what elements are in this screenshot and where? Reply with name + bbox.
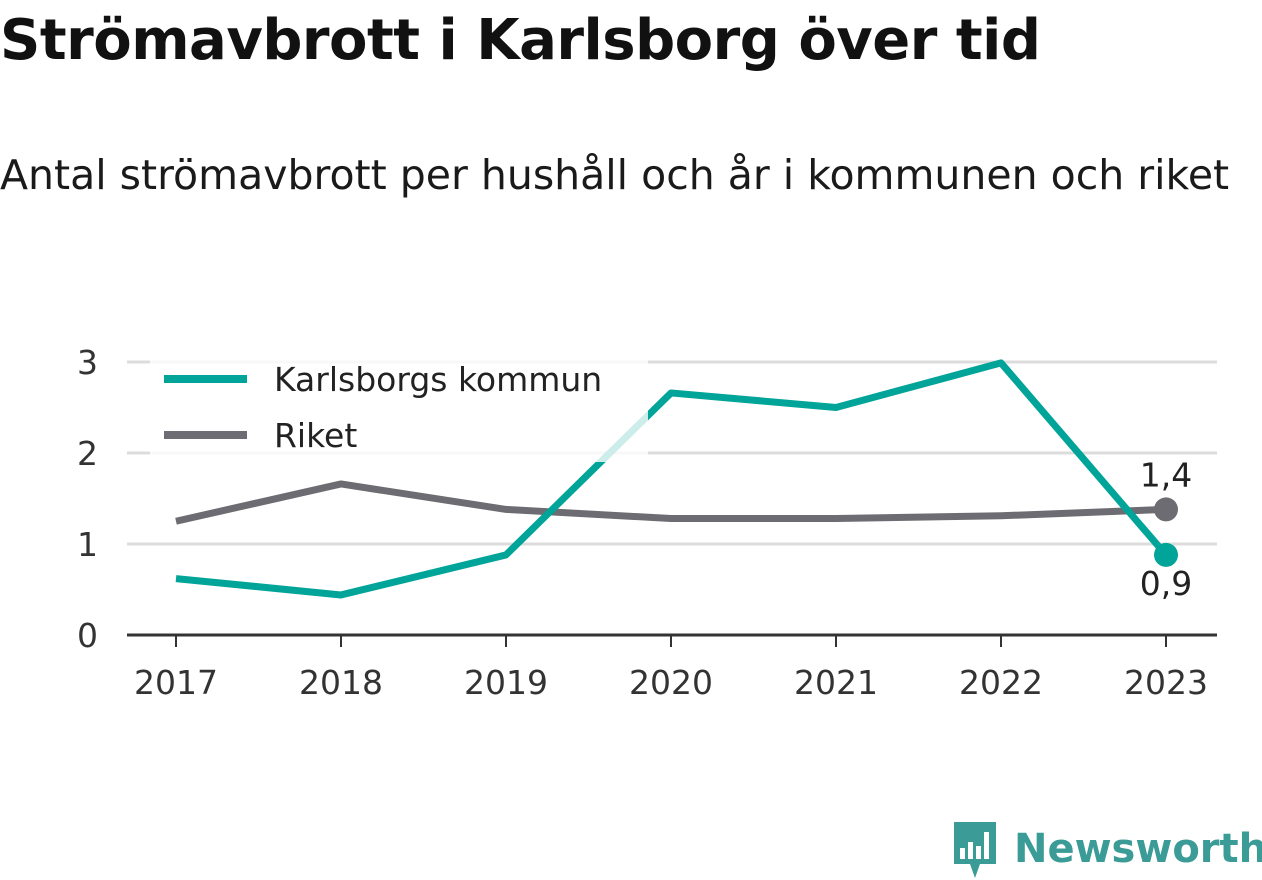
y-tick-label: 3 <box>77 343 98 382</box>
end-value-label: 1,4 <box>1140 455 1192 494</box>
brand-logo: Newsworthy <box>950 818 1262 880</box>
end-value-label: 0,9 <box>1140 564 1192 603</box>
x-tick-label: 2023 <box>1124 663 1208 702</box>
chart-title: Strömavbrott i Karlsborg över tid <box>0 8 1041 73</box>
x-tick-label: 2020 <box>629 663 713 702</box>
y-tick-label: 1 <box>77 525 98 564</box>
x-tick-label: 2021 <box>794 663 878 702</box>
newsworthy-logo-icon <box>954 822 996 878</box>
y-tick-label: 0 <box>77 616 98 655</box>
end-point-marker <box>1154 497 1178 522</box>
x-tick-label: 2019 <box>464 663 548 702</box>
series-line-riket <box>175 480 1167 525</box>
x-tick-label: 2017 <box>134 663 218 702</box>
chart-subtitle: Antal strömavbrott per hushåll och år i … <box>0 151 1230 199</box>
x-tick-label: 2018 <box>299 663 383 702</box>
legend-label: Karlsborgs kommun <box>274 360 602 399</box>
end-point-marker <box>1154 542 1178 567</box>
y-tick-label: 2 <box>77 434 98 473</box>
legend-box <box>150 352 648 462</box>
series-line-karlsborgs-kommun <box>175 359 1169 599</box>
brand-name: Newsworthy <box>1014 826 1262 872</box>
x-tick-label: 2022 <box>959 663 1043 702</box>
legend-label: Riket <box>274 416 357 455</box>
